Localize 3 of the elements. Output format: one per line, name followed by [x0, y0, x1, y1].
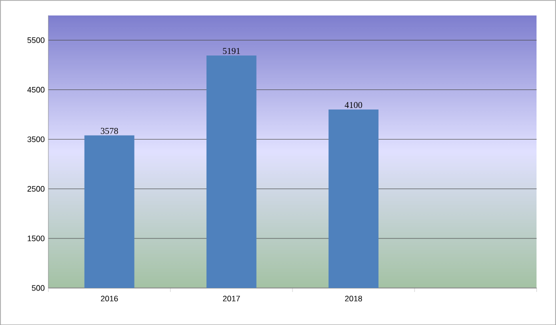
data-label: 5191	[223, 48, 240, 54]
data-label: 3578	[100, 128, 118, 134]
data-label: 4100	[344, 102, 362, 108]
